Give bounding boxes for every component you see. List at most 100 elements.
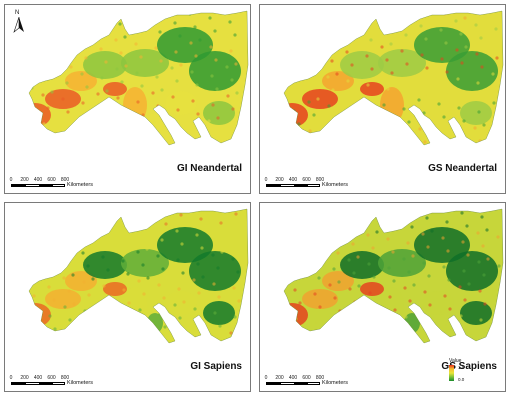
raster-speckle xyxy=(29,57,33,61)
raster-speckle xyxy=(159,209,163,213)
raster-speckle xyxy=(425,216,429,220)
raster-speckle xyxy=(47,285,51,289)
raster-speckle xyxy=(279,326,282,329)
panel-title: GI Sapiens xyxy=(190,361,242,372)
suitability-region xyxy=(157,27,213,63)
raster-speckle xyxy=(83,27,87,31)
raster-speckle xyxy=(7,277,10,280)
raster-speckle xyxy=(301,256,305,260)
scale-tick-label: 400 xyxy=(288,375,298,381)
raster-speckle xyxy=(152,120,156,124)
raster-speckle xyxy=(17,303,20,306)
scale-tick-label: 800 xyxy=(60,375,70,381)
raster-speckle xyxy=(118,22,122,26)
raster-speckle xyxy=(493,130,497,134)
raster-speckle xyxy=(118,304,122,308)
raster-speckle xyxy=(406,241,410,245)
raster-speckle xyxy=(333,14,337,18)
raster-speckle xyxy=(343,124,347,128)
raster-speckle xyxy=(390,71,394,75)
raster-speckle xyxy=(481,244,485,248)
raster-speckle xyxy=(29,310,32,314)
raster-speckle xyxy=(491,72,495,76)
raster-speckle xyxy=(161,267,165,271)
suitability-region xyxy=(422,291,454,315)
raster-speckle xyxy=(479,318,483,322)
raster-speckle xyxy=(382,103,386,107)
raster-speckle xyxy=(145,247,149,251)
raster-speckle xyxy=(463,298,467,302)
raster-speckle xyxy=(298,19,302,23)
raster-speckle xyxy=(22,118,25,121)
scale-tick-label: 400 xyxy=(33,375,43,381)
raster-speckle xyxy=(101,255,105,259)
raster-speckle xyxy=(333,296,337,300)
raster-speckle xyxy=(485,228,489,232)
raster-speckle xyxy=(405,62,409,66)
raster-speckle xyxy=(48,32,52,36)
raster-speckle xyxy=(29,339,33,343)
map-raster xyxy=(283,10,504,146)
raster-speckle xyxy=(31,265,35,269)
raster-speckle xyxy=(426,95,430,99)
raster-speckle xyxy=(385,340,389,343)
raster-speckle xyxy=(386,237,390,241)
raster-speckle xyxy=(72,302,76,306)
raster-speckle xyxy=(155,225,159,229)
raster-speckle xyxy=(296,93,300,97)
raster-speckle xyxy=(381,74,385,78)
scale-bar-graphic xyxy=(266,382,320,385)
suitability-region xyxy=(302,89,338,109)
raster-speckle xyxy=(51,269,55,273)
raster-speckle xyxy=(126,272,130,276)
raster-speckle xyxy=(464,45,468,49)
raster-speckle xyxy=(100,76,104,80)
raster-speckle xyxy=(400,49,404,53)
coastline xyxy=(28,208,249,344)
raster-speckle xyxy=(480,65,484,69)
raster-speckle xyxy=(288,125,292,129)
raster-speckle xyxy=(482,123,486,127)
raster-speckle xyxy=(54,224,58,228)
raster-speckle xyxy=(142,292,146,296)
raster-speckle xyxy=(115,67,119,71)
raster-speckle xyxy=(101,105,105,109)
raster-speckle xyxy=(197,291,201,295)
raster-speckle xyxy=(419,24,423,28)
suitability-region xyxy=(340,51,384,79)
raster-speckle xyxy=(97,121,101,125)
raster-speckle xyxy=(114,38,118,42)
raster-speckle xyxy=(399,20,403,24)
raster-speckle xyxy=(278,297,281,300)
suitability-region xyxy=(340,251,384,279)
raster-speckle xyxy=(104,210,108,214)
raster-speckle xyxy=(105,89,109,93)
scale-tick-label: 400 xyxy=(33,177,43,183)
raster-speckle xyxy=(380,45,384,49)
raster-speckle xyxy=(366,83,370,87)
raster-speckle xyxy=(476,231,480,235)
raster-speckle xyxy=(329,312,333,316)
raster-speckle xyxy=(480,215,484,219)
raster-speckle xyxy=(8,306,11,309)
raster-speckle xyxy=(140,84,144,88)
raster-speckle xyxy=(334,325,338,329)
scale-tick-label: 0 xyxy=(264,375,268,381)
raster-speckle xyxy=(347,108,351,112)
raster-speckle xyxy=(406,91,410,95)
raster-speckle xyxy=(369,38,373,42)
north-label: N xyxy=(15,10,20,16)
suitability-region xyxy=(157,227,213,263)
raster-speckle xyxy=(350,213,354,217)
raster-speckle xyxy=(443,294,447,298)
raster-speckle xyxy=(11,261,14,264)
raster-speckle xyxy=(294,35,298,39)
raster-speckle xyxy=(24,44,27,47)
raster-speckle xyxy=(210,74,214,78)
map-panel-gi-neandertal: GI Neandertal 0 200 400 600 800 Kilometers N xyxy=(4,4,251,194)
raster-speckle xyxy=(60,68,64,72)
raster-speckle xyxy=(352,271,356,275)
suitability-region xyxy=(123,87,147,123)
raster-speckle xyxy=(442,265,446,269)
raster-speckle xyxy=(31,115,35,119)
